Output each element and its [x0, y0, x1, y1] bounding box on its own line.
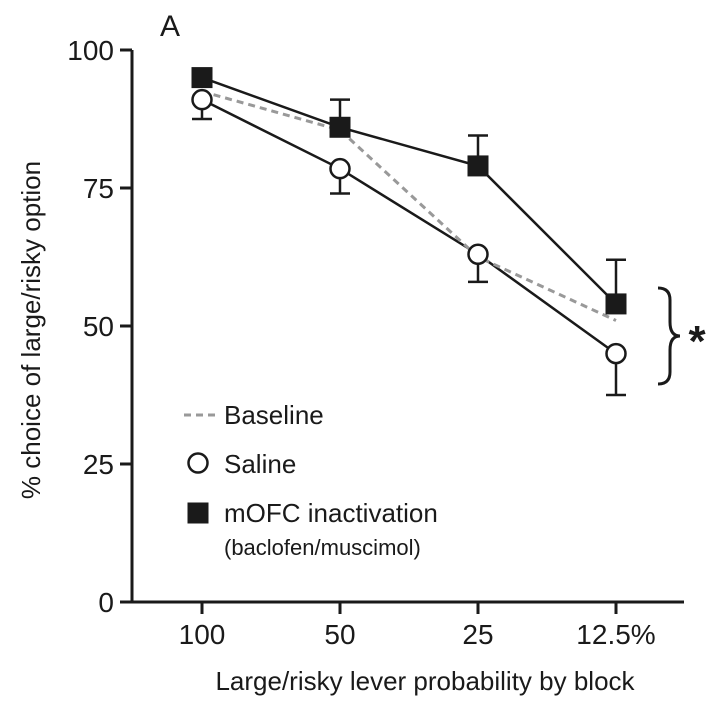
saline-point	[191, 88, 213, 111]
y-tick-label: 0	[98, 587, 114, 618]
series-layer	[191, 67, 627, 397]
legend-baseline-label: Baseline	[224, 400, 324, 430]
legend-mofc-swatch	[187, 502, 209, 524]
mofc-point	[191, 67, 213, 89]
legend: Baseline Saline mOFC inactivation (baclofen…	[184, 400, 438, 560]
saline-point	[467, 243, 489, 265]
saline-point	[329, 157, 351, 180]
panel-label: A	[160, 10, 180, 43]
saline-point	[605, 342, 627, 365]
mofc-point	[605, 293, 627, 315]
significance-brace	[657, 286, 681, 386]
y-tick-label: 25	[83, 449, 114, 480]
y-tick-label: 50	[83, 311, 114, 342]
legend-saline-label: Saline	[224, 449, 296, 479]
y-tick-label: 75	[83, 173, 114, 204]
x-tick-label: 12.5%	[576, 619, 655, 650]
legend-mofc-sublabel: (baclofen/muscimol)	[224, 535, 421, 560]
legend-mofc-label: mOFC inactivation	[224, 498, 438, 528]
mofc-line	[201, 76, 617, 305]
legend-saline-swatch	[187, 452, 209, 474]
x-axis-label: Large/risky lever probability by block	[215, 666, 635, 696]
y-tick-label: 100	[67, 35, 114, 66]
mofc-point	[467, 155, 489, 177]
saline-line	[201, 98, 617, 355]
baseline-line	[201, 89, 617, 322]
x-ticks: 100 50 25 12.5%	[179, 602, 656, 650]
significance-marker: *	[688, 317, 706, 366]
x-tick-label: 25	[462, 619, 493, 650]
y-axis-label: % choice of large/risky option	[16, 161, 46, 499]
y-ticks: 0 25 50 75 100	[67, 35, 132, 618]
mofc-point	[329, 116, 351, 138]
x-tick-label: 100	[179, 619, 226, 650]
x-tick-label: 50	[324, 619, 355, 650]
